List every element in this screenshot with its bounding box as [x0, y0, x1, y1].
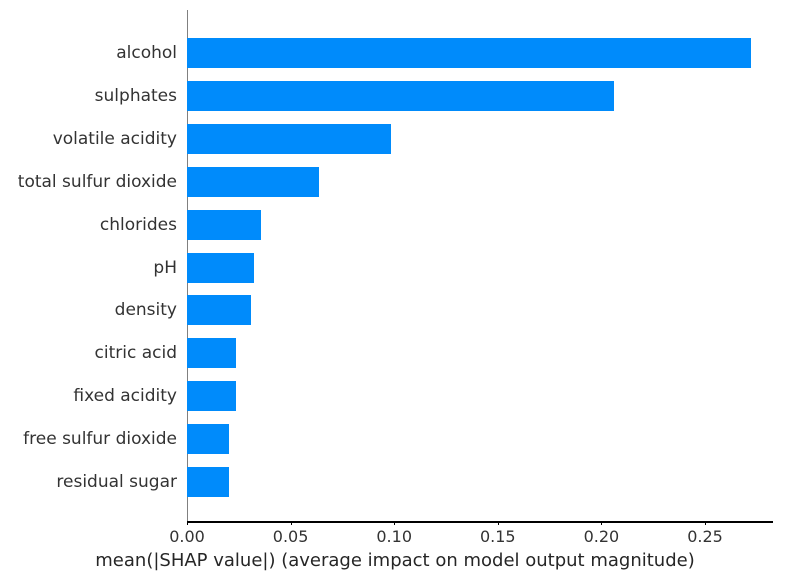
bar-fill — [187, 123, 392, 154]
y-tick-label: pH — [153, 257, 177, 278]
bar-volatile-acidity — [187, 123, 392, 154]
x-tick-mark — [497, 521, 499, 525]
bar-fill — [187, 467, 230, 497]
y-tick-label: chlorides — [99, 214, 177, 235]
y-tick-label: residual sugar — [56, 472, 177, 492]
bar-fill — [187, 424, 230, 455]
x-tick-label: 0.25 — [687, 527, 723, 546]
y-tick-label: fixed acidity — [73, 386, 177, 407]
x-tick-mark — [187, 521, 188, 525]
y-tick-label: alcohol — [116, 43, 177, 63]
x-tick-label: 0.05 — [272, 527, 309, 546]
bar-citric-acid — [187, 338, 236, 369]
y-tick-label: sulphates — [94, 85, 177, 106]
x-axis-spine — [187, 521, 773, 523]
x-tick-label: 0.20 — [583, 527, 620, 546]
bar-fill — [187, 295, 252, 326]
y-tick-label: volatile acidity — [52, 128, 177, 149]
x-tick-mark — [290, 521, 292, 525]
x-axis-title: mean(|SHAP value|) (average impact on mo… — [95, 550, 695, 571]
bar-fixed-acidity — [187, 381, 236, 412]
bar-pH — [187, 252, 255, 283]
bar-fill — [187, 166, 319, 197]
bar-fill — [187, 338, 236, 369]
bar-fill — [187, 209, 261, 240]
bar-alcohol — [187, 38, 751, 68]
bar-sulphates — [187, 80, 614, 111]
bar-fill — [187, 252, 255, 283]
y-tick-label: total sulfur dioxide — [17, 171, 177, 192]
bar-chlorides — [187, 209, 261, 240]
x-tick-label: 0.00 — [169, 527, 205, 546]
x-tick-label: 0.10 — [376, 527, 412, 546]
bar-fill — [187, 80, 614, 111]
bar-density — [187, 295, 252, 326]
y-tick-label: free sulfur dioxide — [23, 429, 177, 450]
x-tick-mark — [394, 521, 396, 525]
bar-fill — [187, 38, 751, 68]
bar-total-sulfur-dioxide — [187, 166, 319, 197]
x-tick-label: 0.15 — [479, 527, 516, 546]
bar-residual-sugar — [187, 467, 230, 497]
y-tick-label: citric acid — [94, 343, 177, 364]
bar-free-sulfur-dioxide — [187, 424, 230, 455]
y-tick-label: density — [114, 300, 177, 321]
x-tick-mark — [705, 521, 706, 525]
x-tick-mark — [601, 521, 603, 525]
bar-fill — [187, 381, 236, 412]
